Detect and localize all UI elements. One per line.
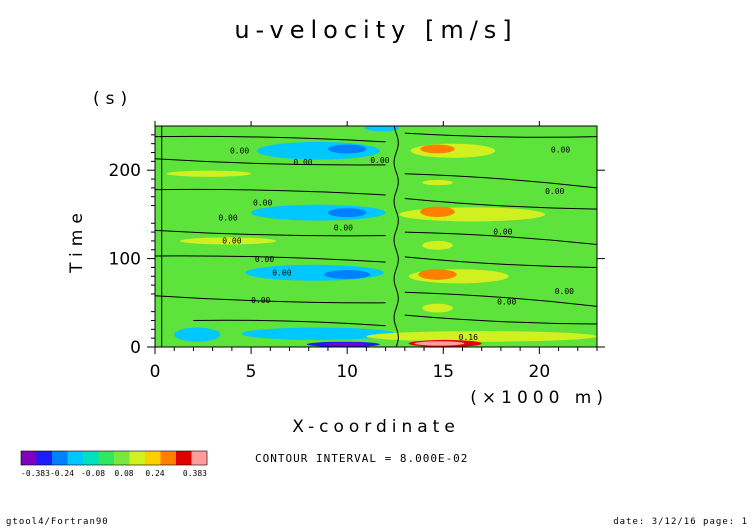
y-tick-label: 100 bbox=[109, 250, 141, 270]
contour-line-11 bbox=[404, 256, 597, 268]
contour-line-3 bbox=[155, 229, 386, 237]
yellow-band-1 bbox=[399, 207, 546, 222]
y-axis-label: Time bbox=[67, 207, 87, 274]
colorbar-frame bbox=[20, 450, 208, 466]
cyan-band-4 bbox=[364, 126, 400, 132]
colorbar-tick-label: 0.08 bbox=[114, 469, 133, 478]
feature-min-10-0-core bbox=[326, 342, 365, 347]
yellow-band-4 bbox=[422, 179, 453, 186]
contour-interval-text: CONTOUR INTERVAL = 8.000E-02 bbox=[255, 452, 468, 465]
contour-line-2 bbox=[155, 188, 386, 196]
colorbar-swatch bbox=[67, 451, 84, 465]
yellow-band-6 bbox=[422, 303, 453, 313]
contour-label: 0.00 bbox=[293, 158, 312, 167]
feature-pos-14.7-224 bbox=[420, 144, 455, 154]
colorbar-tick-label: -0.08 bbox=[81, 469, 105, 478]
colorbar-swatch bbox=[114, 451, 130, 465]
colorbar-tick-labels: -0.383 -0.24 -0.08 0.08 0.24 0.383 bbox=[21, 469, 207, 478]
colorbar bbox=[20, 450, 208, 466]
feature-neg-10-224 bbox=[327, 144, 367, 154]
contour-label: 0.00 bbox=[551, 146, 570, 155]
colorbar-swatch bbox=[98, 451, 115, 465]
contour-bands bbox=[166, 126, 597, 347]
colorbar-swatch bbox=[145, 451, 161, 465]
feature-neg-10-80 bbox=[324, 270, 371, 279]
x-axis-label: X-coordinate bbox=[292, 417, 460, 437]
x-tick-label: 0 bbox=[150, 362, 161, 382]
contour-label: 0.00 bbox=[218, 214, 237, 223]
colorbar-swatch bbox=[21, 451, 37, 465]
contour-line-6 bbox=[193, 319, 386, 327]
colorbar-tick-label: -0.24 bbox=[50, 469, 74, 478]
contour-line-7 bbox=[404, 132, 597, 138]
feature-max-15-0-inner bbox=[414, 341, 465, 346]
footer-left: gtool4/Fortran90 bbox=[6, 517, 109, 527]
colorbar-swatch bbox=[83, 451, 99, 465]
yellow-band-8 bbox=[179, 237, 277, 245]
contour-label: 0.00 bbox=[222, 237, 241, 246]
plot-frame bbox=[154, 125, 598, 348]
y-axis: 0 100 200 bbox=[109, 134, 605, 358]
x-tick-label: 10 bbox=[336, 362, 358, 382]
y-unit-label: (s) bbox=[93, 89, 133, 109]
colorbar-swatch bbox=[52, 451, 68, 465]
x-tick-label: 5 bbox=[246, 362, 257, 382]
y-tick-label: 0 bbox=[130, 338, 141, 358]
y-tick-label: 200 bbox=[109, 161, 141, 181]
cyan-band-3 bbox=[241, 327, 396, 340]
footer-right: date: 3/12/16 page: 1 bbox=[613, 517, 748, 527]
contour-labels: 0.00 0.00 0.00 0.00 0.00 0.00 0.00 0.00 0.00 0.00… bbox=[218, 146, 574, 342]
contour-label: 0.00 bbox=[334, 223, 353, 232]
contour-line-9 bbox=[404, 197, 597, 210]
contour-line-0 bbox=[155, 135, 386, 143]
colorbar-swatch bbox=[129, 451, 146, 465]
x-tick-label: 15 bbox=[432, 362, 454, 382]
yellow-band-3 bbox=[366, 331, 597, 342]
colorbar-swatch bbox=[176, 451, 192, 465]
colorbar-tick-label: -0.383 bbox=[21, 469, 50, 478]
contour-label: 0.00 bbox=[272, 268, 291, 277]
contour-line-13 bbox=[404, 314, 597, 325]
yellow-band-7 bbox=[166, 170, 252, 177]
contour-line-1 bbox=[155, 158, 386, 166]
colorbar-swatch bbox=[191, 451, 208, 465]
contour-line-center bbox=[393, 126, 399, 347]
contour-label: 0.00 bbox=[555, 287, 574, 296]
contour-label: 0.00 bbox=[253, 199, 272, 208]
contour-label: 0.16 bbox=[459, 333, 478, 342]
colorbar-tick-label: 0.24 bbox=[145, 469, 164, 478]
feature-pos-14.7-82 bbox=[418, 269, 457, 280]
contour-lines bbox=[155, 126, 597, 347]
colorbar-swatch bbox=[160, 451, 177, 465]
contour-label: 0.00 bbox=[370, 156, 389, 165]
contour-line-4 bbox=[155, 255, 386, 263]
contour-label: 0.00 bbox=[497, 298, 516, 307]
colorbar-swatch bbox=[36, 451, 53, 465]
colorbar-tick-label: 0.383 bbox=[183, 469, 207, 478]
contour-label: 0.00 bbox=[230, 146, 249, 155]
contour-label: 0.00 bbox=[251, 296, 270, 305]
x-unit-label: (×1000 m) bbox=[470, 388, 608, 408]
feature-neg-10-150 bbox=[327, 208, 367, 218]
contour-label: 0.00 bbox=[493, 228, 512, 237]
x-tick-label: 20 bbox=[529, 362, 551, 382]
yellow-band-5 bbox=[422, 240, 453, 250]
contour-line-5 bbox=[155, 295, 386, 304]
contour-label: 0.00 bbox=[255, 255, 274, 264]
contour-line-10 bbox=[404, 231, 597, 245]
contour-line-8 bbox=[404, 173, 597, 189]
cyan-band-5 bbox=[174, 327, 221, 342]
contour-line-12 bbox=[404, 291, 597, 307]
feature-pos-14.7-153 bbox=[420, 206, 455, 218]
x-axis: 0 5 10 15 20 bbox=[150, 121, 598, 382]
chart-title: u-velocity [m/s] bbox=[234, 16, 517, 44]
contour-label: 0.00 bbox=[545, 187, 564, 196]
